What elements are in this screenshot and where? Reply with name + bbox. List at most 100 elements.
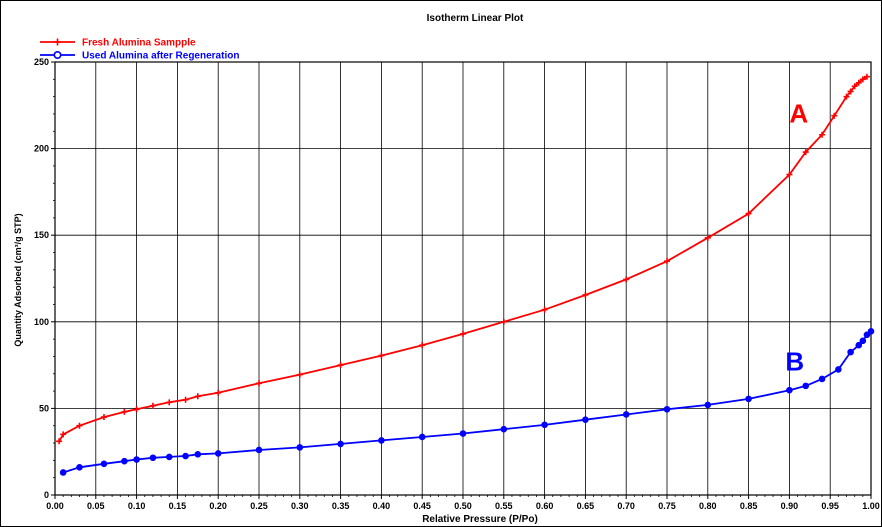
data-point <box>847 348 854 356</box>
data-point <box>194 393 201 400</box>
x-tick-label: 0.35 <box>332 501 350 511</box>
data-point <box>745 210 752 217</box>
x-tick-label: 0.30 <box>291 501 309 511</box>
data-point <box>76 422 83 429</box>
series-line-fresh-alumina <box>58 75 868 442</box>
data-point <box>56 438 63 445</box>
data-point <box>855 79 862 86</box>
curve-annotation-b: B <box>785 346 804 376</box>
data-point <box>786 171 793 178</box>
x-tick-label: 0.45 <box>413 501 431 511</box>
x-tick-label: 0.55 <box>495 501 513 511</box>
data-point <box>541 306 548 313</box>
x-tick-label: 0.05 <box>87 501 105 511</box>
data-point <box>664 258 670 265</box>
data-point <box>100 414 107 421</box>
legend-label-used-alumina: Used Alumina after Regeneration <box>82 51 239 62</box>
data-point <box>133 406 140 413</box>
data-point <box>133 456 140 463</box>
data-point <box>296 371 303 378</box>
x-tick-label: 0.50 <box>454 501 472 511</box>
data-point <box>255 446 263 454</box>
x-axis-label: Relative Pressure (P/Po) <box>422 514 538 525</box>
chart-title: Isotherm Linear Plot <box>427 13 524 24</box>
x-tick-label: 0.10 <box>128 501 146 511</box>
data-point <box>182 396 189 403</box>
data-point <box>194 450 202 458</box>
data-point <box>500 425 508 433</box>
y-tick-label: 0 <box>44 490 49 500</box>
data-point <box>704 234 711 241</box>
data-point <box>582 291 589 298</box>
data-point <box>215 389 222 396</box>
data-point <box>867 328 875 335</box>
legend: Fresh Alumina Sampple Used Alumina after … <box>40 38 239 62</box>
data-point <box>859 337 867 345</box>
x-tick-label: 0.40 <box>373 501 391 511</box>
data-point <box>855 341 863 349</box>
x-tick-label: 0.70 <box>617 501 635 511</box>
data-point <box>863 331 871 339</box>
data-point <box>460 330 466 337</box>
axes: 0.00 0.05 0.10 0.15 0.20 0.25 0.30 0.35 0.40 0.45… <box>34 57 880 511</box>
x-tick-label: 0.60 <box>536 501 554 511</box>
x-tick-label: 0.90 <box>781 501 799 511</box>
x-tick-label: 0.85 <box>740 501 758 511</box>
x-tick-label: 1.00 <box>862 501 880 511</box>
data-point <box>337 362 344 369</box>
x-tick-label: 0.25 <box>250 501 268 511</box>
data-point <box>863 73 870 80</box>
data-point <box>121 408 128 415</box>
x-tick-label: 0.20 <box>209 501 227 511</box>
data-point <box>76 463 83 471</box>
x-tick-label: 0.95 <box>821 501 839 511</box>
x-tick-label: 0.75 <box>658 501 676 511</box>
data-point <box>256 380 262 387</box>
series-used-alumina <box>59 328 875 476</box>
y-tick-label: 150 <box>34 230 49 240</box>
legend-label-fresh-alumina: Fresh Alumina Sampple <box>82 38 196 49</box>
y-tick-label: 50 <box>39 403 49 413</box>
data-point <box>623 276 630 283</box>
x-tick-label: 0.80 <box>699 501 717 511</box>
data-point <box>149 402 156 409</box>
data-point <box>378 437 385 444</box>
data-point <box>831 112 838 119</box>
y-axis-label: Quantity Adsorbed (cm³/g STP) <box>13 213 23 346</box>
data-point <box>786 386 793 394</box>
data-point <box>663 405 671 413</box>
legend-marker-circle <box>53 50 62 59</box>
data-point <box>418 433 426 441</box>
x-tick-label: 0.15 <box>169 501 187 511</box>
series-layer <box>56 73 875 476</box>
data-point <box>802 149 809 156</box>
data-point <box>337 440 344 448</box>
data-point <box>835 366 842 373</box>
data-point <box>859 76 866 83</box>
data-point <box>166 399 173 406</box>
data-point <box>745 395 752 403</box>
data-point <box>165 453 173 461</box>
data-point <box>582 416 589 423</box>
data-point <box>419 342 426 349</box>
grid <box>54 61 872 496</box>
x-tick-label: 0.00 <box>46 501 64 511</box>
data-point <box>818 375 826 383</box>
y-tick-label: 250 <box>34 57 49 67</box>
data-point <box>541 421 548 429</box>
curve-annotation-a: A <box>789 99 808 129</box>
annotations: AB <box>785 99 808 377</box>
data-point <box>149 454 157 462</box>
data-point <box>819 131 826 138</box>
data-point <box>847 88 854 95</box>
series-fresh-alumina <box>56 73 870 445</box>
data-point <box>214 450 222 457</box>
data-point <box>459 430 467 437</box>
data-point <box>802 382 810 390</box>
data-point <box>100 460 108 468</box>
data-point <box>296 444 304 451</box>
legend-marker-plus <box>54 38 61 46</box>
data-point <box>843 93 850 100</box>
